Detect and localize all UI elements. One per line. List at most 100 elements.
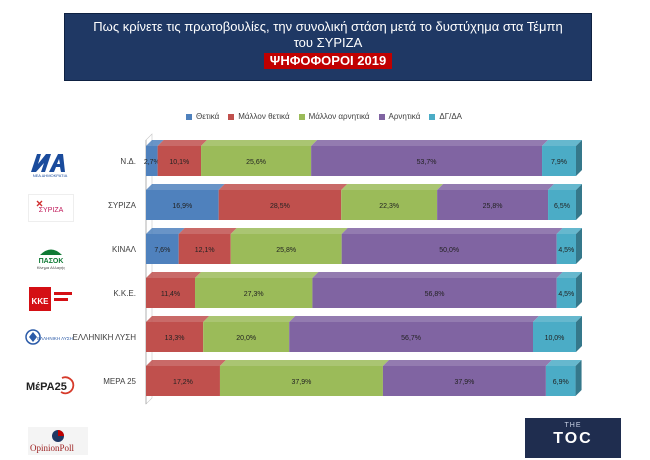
bar-segment — [545, 366, 576, 396]
bar-value-label: 4,5% — [558, 291, 574, 298]
bar-side-face — [576, 228, 582, 264]
legend-swatch — [429, 113, 436, 120]
bar-segment — [219, 366, 383, 396]
bar-segment — [178, 234, 231, 264]
legend-swatch — [186, 113, 192, 120]
kinal-logo-subtext: Κίνημα Αλλαγής — [37, 265, 65, 270]
bar-value-label: 4,5% — [558, 247, 574, 254]
bar-value-label: 17,2% — [173, 379, 193, 386]
bar-value-label: 10,0% — [545, 335, 565, 342]
bar-side-face — [576, 140, 582, 176]
bar-value-label: 11,4% — [161, 291, 180, 298]
bar-segment — [312, 278, 557, 308]
chart-title-line2: του ΣΥΡΙΖΑ — [293, 35, 363, 50]
bar-segment-top — [146, 184, 225, 190]
bar-segment-top — [203, 316, 296, 322]
bar-segment-top — [195, 272, 319, 278]
legend-label: Μάλλον αρνητικά — [308, 112, 370, 121]
bar-segment-top — [178, 228, 237, 234]
bar-segment-top — [289, 316, 539, 322]
legend-label: Μάλλον θετικά — [238, 112, 290, 121]
mera25-logo-text: ΜέΡΑ25 — [26, 381, 67, 393]
syriza-logo-text: ΣΥΡΙΖΑ — [39, 207, 64, 214]
bar-segment-top — [542, 140, 582, 146]
opinionpoll-text: OpinionPoll — [30, 443, 75, 453]
legend-label: ΔΓ/ΔΑ — [439, 112, 462, 121]
bar-segment — [146, 190, 219, 220]
bar-segment — [146, 234, 179, 264]
category-label: ΕΛΛΗΝΙΚΗ ΛΥΣΗ — [72, 333, 136, 342]
bar-segment — [146, 366, 220, 396]
bar-segment-top — [548, 184, 582, 190]
bar-value-label: 53,7% — [417, 159, 437, 166]
bar-segment — [146, 278, 196, 308]
bar-segment-top — [230, 228, 348, 234]
bar-segment — [146, 146, 158, 176]
bar-value-label: 6,5% — [554, 203, 570, 210]
bar-segment-top — [146, 140, 164, 146]
bar-segment — [203, 322, 290, 352]
bar-segment-top — [218, 184, 348, 190]
bar-segment — [230, 234, 342, 264]
bar-segment-top — [556, 228, 582, 234]
bar-segment-top — [157, 140, 208, 146]
bar-value-label: 2,7% — [144, 159, 160, 166]
thetoc-logo: THE TOC — [525, 418, 621, 458]
chart-title-line1: Πως κρίνετε τις πρωτοβουλίες, την συνολι… — [93, 19, 563, 34]
bar-value-label: 10,1% — [169, 159, 189, 166]
bar-segment-top — [219, 360, 389, 366]
bar-segment-top — [341, 184, 444, 190]
bar-segment — [341, 190, 438, 220]
bar-side-face — [576, 316, 582, 352]
kinal-logo-text: ΠΑΣΟΚ — [39, 258, 64, 265]
nd-logo-text: ΝΕΑ ΔΗΜΟΚΡΑΤΙΑ — [33, 173, 68, 178]
bar-side-face — [575, 360, 582, 396]
bar-segment-top — [146, 228, 185, 234]
bar-segment-top — [545, 360, 582, 366]
chart-title-box: Πως κρίνετε τις πρωτοβουλίες, την συνολι… — [64, 13, 592, 81]
bar-segment-top — [312, 272, 563, 278]
bar-value-label: 7,9% — [551, 159, 567, 166]
bar-value-label: 13,3% — [165, 335, 185, 342]
kinal-logo: ΠΑΣΟΚ Κίνημα Αλλαγής — [37, 249, 65, 270]
bar-segment — [218, 190, 342, 220]
bar-segment-top — [146, 316, 210, 322]
bar-value-label: 50,0% — [439, 247, 459, 254]
bar-value-label: 56,7% — [401, 335, 421, 342]
bar-segment — [556, 234, 576, 264]
bar-value-label: 56,8% — [425, 291, 445, 298]
kke-logo-text: ΚΚΕ — [32, 297, 50, 306]
category-label: Ν.Δ. — [120, 157, 136, 166]
bar-segment — [548, 190, 576, 220]
opinionpoll-logo: OpinionPoll — [28, 427, 88, 455]
category-label: ΣΥΡΙΖΑ — [108, 201, 137, 210]
syriza-logo: ΣΥΡΙΖΑ — [28, 194, 74, 222]
category-label: Κ.Κ.Ε. — [113, 289, 136, 298]
bar-segment — [157, 146, 202, 176]
bar-segment-top — [437, 184, 555, 190]
bar-segment — [289, 322, 533, 352]
legend-swatch — [298, 113, 305, 120]
legend-item: Θετικά — [186, 112, 219, 121]
bar-segment-top — [146, 360, 226, 366]
bar-value-label: 7,6% — [154, 247, 170, 254]
opinionpoll-mark-icon — [52, 430, 64, 442]
legend-item: Αρνητικά — [378, 112, 421, 121]
bar-segment-top — [341, 228, 563, 234]
bar-segment — [311, 146, 543, 176]
legend-swatch — [228, 113, 235, 120]
bar-value-label: 6,9% — [553, 379, 569, 386]
legend-item: Μάλλον αρνητικά — [298, 112, 370, 121]
bar-segment-top — [201, 140, 318, 146]
subtitle-tag: ΨΗΦΟΦΟΡΟΙ 2019 — [263, 53, 393, 69]
thetoc-small-text: THE — [564, 422, 582, 429]
bar-segment — [533, 322, 576, 352]
legend-item: Μάλλον θετικά — [228, 112, 290, 121]
bar-segment — [146, 322, 204, 352]
bar-value-label: 12,1% — [195, 247, 215, 254]
legend-label: Αρνητικά — [388, 112, 421, 121]
bar-segment-top — [556, 272, 582, 278]
category-label: ΜΕΡΑ 25 — [103, 377, 136, 386]
elliniki-lysi-logo-text: ΕΛΛΗΝΙΚΗ ΛΥΣΗ — [37, 336, 73, 341]
